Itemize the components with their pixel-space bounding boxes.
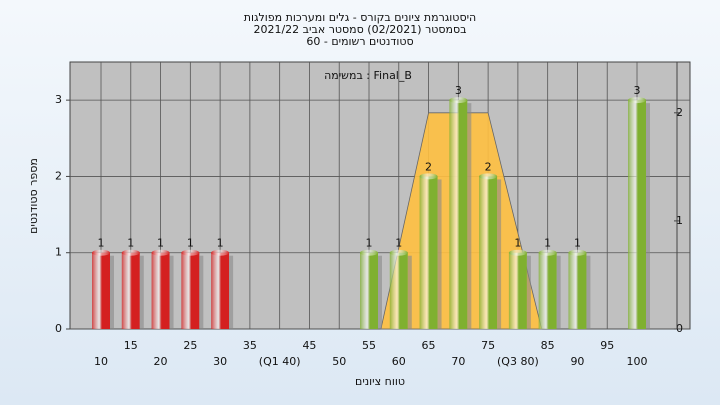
x-tick-label: 25 [183, 339, 197, 352]
x-tick-label: 60 [392, 355, 406, 368]
bar-cap [211, 249, 230, 256]
x-tick-label: (Q1 40) [259, 355, 301, 368]
bar-shadow [199, 255, 204, 329]
bar [211, 252, 230, 329]
data-label: 3 [455, 84, 462, 97]
bar [538, 252, 557, 329]
data-label: 1 [574, 237, 581, 250]
data-label: 1 [127, 237, 134, 250]
bar [508, 252, 527, 329]
bar [121, 252, 140, 329]
data-label: 1 [98, 237, 105, 250]
bar [151, 252, 170, 329]
bar [419, 176, 438, 329]
bar-shadow [497, 179, 502, 329]
bar-shadow [407, 255, 412, 329]
bar-shadow [169, 255, 174, 329]
data-label: 1 [544, 237, 551, 250]
bar-shadow [556, 255, 561, 329]
bar-cap [508, 249, 527, 256]
x-tick-label: 45 [302, 339, 316, 352]
bar-shadow [229, 255, 234, 329]
bar [449, 100, 468, 330]
x-tick-label: 50 [332, 355, 346, 368]
data-label: 1 [366, 237, 373, 250]
y2-tick-label: 0 [676, 322, 683, 335]
x-tick-label: 20 [154, 355, 168, 368]
x-tick-label: 70 [451, 355, 465, 368]
bar-shadow [586, 255, 591, 329]
bar [568, 252, 587, 329]
bar-shadow [139, 255, 144, 329]
y-axis-label: מספר סטודנטים [27, 158, 40, 234]
data-label: 1 [217, 237, 224, 250]
chart-subtitle: סטודנטים רשומים - 60 [306, 35, 413, 48]
bar-cap [389, 249, 408, 256]
x-tick-label: 30 [213, 355, 227, 368]
x-tick-label: 85 [541, 339, 555, 352]
x-tick-label: 95 [600, 339, 614, 352]
bar [389, 252, 408, 329]
bar-cap [479, 173, 498, 180]
bar-shadow [467, 103, 472, 330]
bar-cap [628, 97, 646, 104]
bar-shadow [110, 255, 114, 329]
bar-shadow [526, 255, 531, 329]
y-tick-label: 2 [55, 169, 62, 182]
y-tick-label: 3 [55, 93, 62, 106]
x-tick-label: 100 [627, 355, 648, 368]
data-label: 2 [485, 160, 492, 173]
bar [181, 252, 200, 329]
bar [92, 252, 110, 329]
data-label: 1 [157, 237, 164, 250]
data-label: 2 [425, 160, 432, 173]
bar-cap [419, 173, 438, 180]
y-tick-label: 0 [55, 322, 62, 335]
data-label: 1 [514, 237, 521, 250]
bar-cap [92, 249, 110, 256]
x-tick-label: 55 [362, 339, 376, 352]
y-tick-label: 1 [55, 246, 62, 259]
chart-title: היסטוגרמת ציונים בקורס - גלים ומערכות מפ… [244, 11, 476, 24]
x-tick-label: (Q3 80) [497, 355, 539, 368]
x-tick-label: 90 [570, 355, 584, 368]
bar-cap [360, 249, 378, 256]
data-label: 1 [187, 237, 194, 250]
x-axis-label: טווח ציונים [355, 375, 405, 388]
x-tick-label: 75 [481, 339, 495, 352]
annotation: במשימה : Final_B [324, 69, 412, 82]
bar-cap [121, 249, 140, 256]
bar-cap [181, 249, 200, 256]
bar [628, 100, 646, 330]
bar [479, 176, 498, 329]
y2-tick-label: 2 [676, 106, 683, 119]
bar [360, 252, 378, 329]
chart-subtitle: בסמסטר (02/2021) סמסטר אביב 2021/22 [253, 23, 466, 36]
bar-cap [538, 249, 557, 256]
bar-cap [568, 249, 587, 256]
bar-shadow [378, 255, 382, 329]
data-label: 1 [395, 237, 402, 250]
bar-cap [151, 249, 170, 256]
x-tick-label: 35 [243, 339, 257, 352]
bar-shadow [646, 103, 650, 330]
bar-cap [449, 97, 468, 104]
data-label: 3 [634, 84, 641, 97]
x-tick-label: 15 [124, 339, 138, 352]
x-tick-label: 10 [94, 355, 108, 368]
y2-tick-label: 1 [676, 214, 683, 227]
x-tick-label: 65 [422, 339, 436, 352]
bar-shadow [437, 179, 442, 329]
